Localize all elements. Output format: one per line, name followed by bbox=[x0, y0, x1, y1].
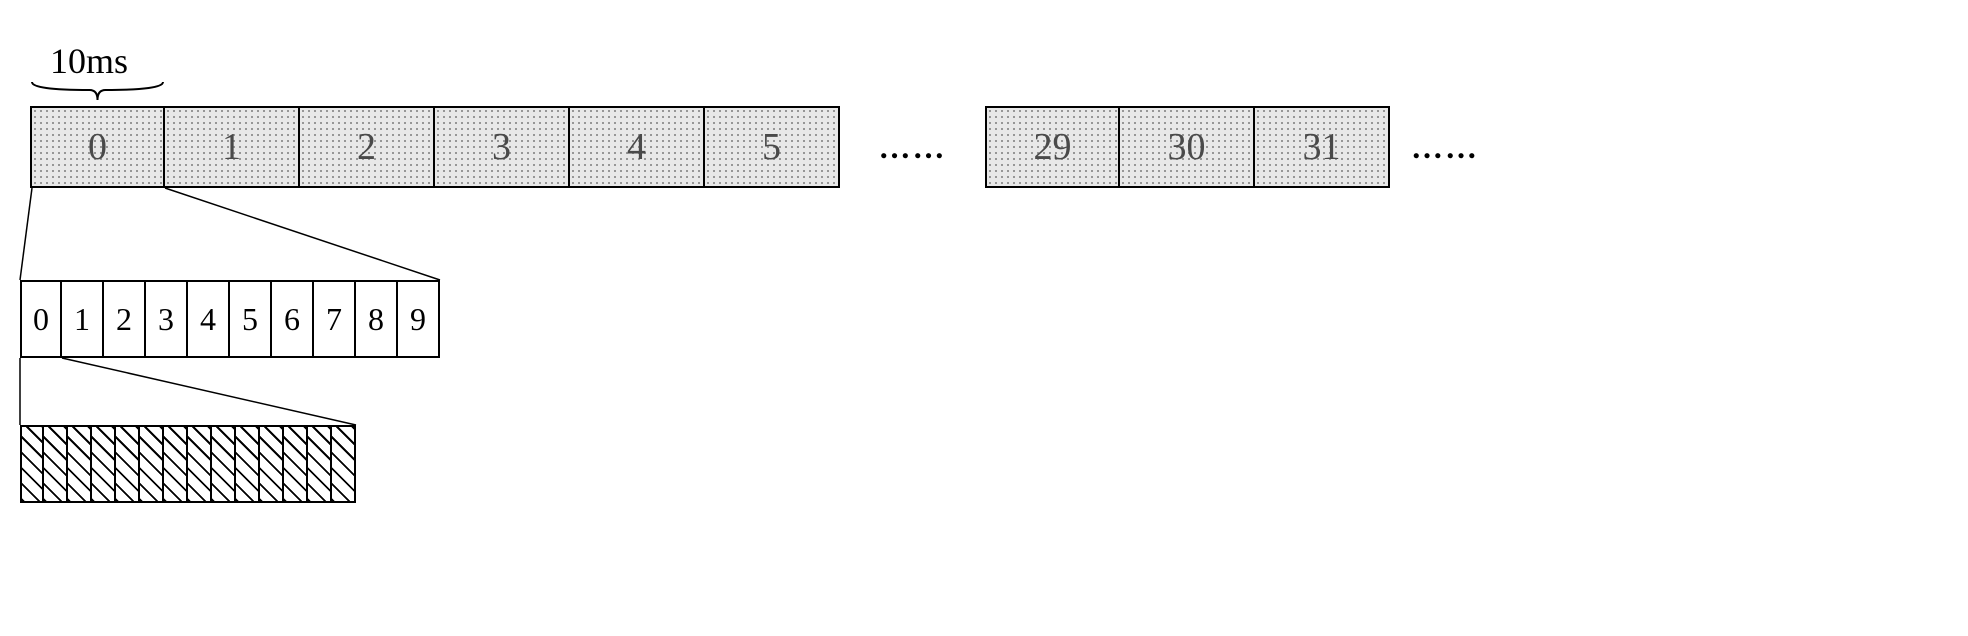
frame-cell: 4 bbox=[570, 106, 705, 188]
symbol-cell bbox=[236, 425, 260, 503]
subframe-cell: 6 bbox=[272, 280, 314, 358]
frame-label: 4 bbox=[627, 125, 646, 169]
duration-label: 10ms bbox=[50, 40, 128, 82]
frame-label: 2 bbox=[357, 125, 376, 169]
symbol-cell bbox=[188, 425, 212, 503]
frame-label: 3 bbox=[492, 125, 511, 169]
brace-icon bbox=[30, 80, 165, 102]
subframe-row: 0123456789 bbox=[20, 280, 440, 358]
symbol-cell bbox=[332, 425, 356, 503]
frame-row: 0 1 2 3 4 5 …… 29 30 31 …… bbox=[30, 106, 1500, 188]
subframe-cell: 8 bbox=[356, 280, 398, 358]
subframe-cell: 0 bbox=[20, 280, 62, 358]
subframe-cell: 2 bbox=[104, 280, 146, 358]
frame-label: 29 bbox=[1034, 125, 1072, 169]
symbol-cell bbox=[140, 425, 164, 503]
subframe-cell: 3 bbox=[146, 280, 188, 358]
symbol-row bbox=[20, 425, 356, 503]
frame-label: 30 bbox=[1168, 125, 1206, 169]
subframe-cell: 5 bbox=[230, 280, 272, 358]
ellipsis: …… bbox=[1390, 106, 1500, 188]
symbol-cell bbox=[92, 425, 116, 503]
frame-cell: 5 bbox=[705, 106, 840, 188]
frame-cell: 2 bbox=[300, 106, 435, 188]
subframe-cell: 4 bbox=[188, 280, 230, 358]
symbol-cell bbox=[116, 425, 140, 503]
frame-structure-diagram: 10ms012345……293031…… 0123456789 bbox=[20, 20, 1948, 616]
frame-cell: 1 bbox=[165, 106, 300, 188]
ellipsis: …… bbox=[840, 106, 985, 188]
symbol-cell bbox=[164, 425, 188, 503]
frame-cell: 0 bbox=[30, 106, 165, 188]
frame-label: 1 bbox=[222, 125, 241, 169]
frame-cell: 30 bbox=[1120, 106, 1255, 188]
symbol-cell bbox=[68, 425, 92, 503]
symbol-cell bbox=[44, 425, 68, 503]
symbol-cell bbox=[284, 425, 308, 503]
frame-label: 0 bbox=[88, 125, 107, 169]
symbol-cell bbox=[212, 425, 236, 503]
frame-label: 31 bbox=[1303, 125, 1341, 169]
frame-cell: 3 bbox=[435, 106, 570, 188]
subframe-cell: 1 bbox=[62, 280, 104, 358]
subframe-cell: 7 bbox=[314, 280, 356, 358]
symbol-cell bbox=[20, 425, 44, 503]
symbol-cell bbox=[308, 425, 332, 503]
frame-cell: 31 bbox=[1255, 106, 1390, 188]
symbol-cell bbox=[260, 425, 284, 503]
subframe-cell: 9 bbox=[398, 280, 440, 358]
frame-cell: 29 bbox=[985, 106, 1120, 188]
frame-label: 5 bbox=[762, 125, 781, 169]
